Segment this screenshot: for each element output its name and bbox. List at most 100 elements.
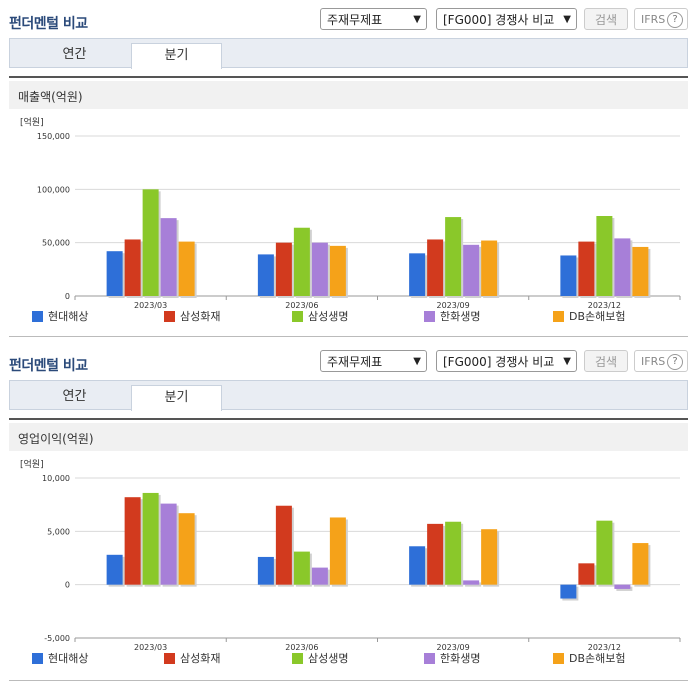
bar bbox=[311, 242, 328, 296]
question-icon: ? bbox=[667, 12, 683, 28]
peer-group-select[interactable]: [FG000] 경쟁사 비교 ▼ bbox=[436, 350, 577, 372]
divider bbox=[9, 76, 688, 78]
metric-header: 영업이익(억원) bbox=[9, 423, 688, 451]
bar bbox=[578, 241, 595, 296]
panel-header: 펀더멘털 비교 주재무제표 ▼ [FG000] 경쟁사 비교 ▼ 검색 IFRS… bbox=[0, 342, 696, 380]
bar bbox=[178, 241, 195, 296]
legend-swatch bbox=[292, 653, 303, 664]
bar bbox=[596, 520, 613, 585]
bar bbox=[596, 216, 613, 296]
chevron-down-icon: ▼ bbox=[563, 356, 571, 367]
bar bbox=[160, 218, 177, 296]
ifrs-help-button[interactable]: IFRS ? bbox=[634, 350, 688, 372]
divider bbox=[9, 418, 688, 420]
bar bbox=[481, 529, 498, 585]
bar bbox=[445, 217, 462, 296]
tab-annual[interactable]: 연간 bbox=[62, 389, 87, 404]
bar bbox=[257, 254, 274, 296]
divider bbox=[9, 336, 688, 337]
statement-select[interactable]: 주재무제표 ▼ bbox=[320, 8, 427, 30]
bar bbox=[257, 556, 274, 585]
legend-label: 현대해상 bbox=[48, 309, 88, 323]
chevron-down-icon: ▼ bbox=[563, 14, 571, 25]
bar bbox=[106, 554, 123, 585]
legend-label: 삼성화재 bbox=[180, 652, 220, 665]
bar bbox=[463, 580, 480, 585]
statement-select-value: 주재무제표 bbox=[327, 355, 383, 369]
bar bbox=[578, 563, 595, 585]
bar bbox=[632, 246, 649, 296]
legend-swatch bbox=[164, 311, 175, 322]
x-tick-label: 2023/06 bbox=[285, 301, 318, 310]
period-tabs: 연간 분기 bbox=[9, 38, 688, 69]
period-tabs: 연간 분기 bbox=[9, 380, 688, 411]
metric-label: 매출액(억원) bbox=[18, 90, 83, 104]
statement-select[interactable]: 주재무제표 ▼ bbox=[320, 350, 427, 372]
x-tick-label: 2023/09 bbox=[437, 301, 470, 310]
fundamental-panel-operating-income: 펀더멘털 비교 주재무제표 ▼ [FG000] 경쟁사 비교 ▼ 검색 IFRS… bbox=[0, 342, 696, 684]
search-button[interactable]: 검색 bbox=[584, 350, 628, 372]
bar bbox=[614, 584, 631, 589]
bar bbox=[275, 505, 292, 585]
bar bbox=[409, 253, 426, 296]
metric-label: 영업이익(억원) bbox=[18, 432, 94, 446]
bar bbox=[160, 503, 177, 585]
x-tick-label: 2023/03 bbox=[134, 301, 167, 310]
panel-title: 펀더멘털 비교 bbox=[9, 16, 88, 32]
bar bbox=[329, 517, 346, 585]
legend-swatch bbox=[164, 653, 175, 664]
search-button[interactable]: 검색 bbox=[584, 8, 628, 30]
ifrs-label: IFRS bbox=[641, 355, 666, 368]
bar bbox=[632, 543, 649, 585]
legend-swatch bbox=[553, 653, 564, 664]
divider bbox=[9, 680, 688, 681]
x-tick-label: 2023/12 bbox=[588, 643, 621, 652]
bar bbox=[463, 244, 480, 296]
chevron-down-icon: ▼ bbox=[413, 14, 421, 25]
x-tick-label: 2023/09 bbox=[437, 643, 470, 652]
tab-quarterly[interactable]: 분기 bbox=[131, 385, 222, 411]
legend-label: 삼성생명 bbox=[308, 310, 348, 323]
bar bbox=[178, 513, 195, 585]
bar bbox=[560, 584, 577, 599]
bar bbox=[275, 242, 292, 296]
bar bbox=[427, 523, 444, 585]
legend-label: 삼성화재 bbox=[180, 310, 220, 323]
bar bbox=[293, 551, 310, 585]
chevron-down-icon: ▼ bbox=[413, 356, 421, 367]
bar bbox=[445, 521, 462, 585]
fundamental-panel-revenue: 펀더멘털 비교 주재무제표 ▼ [FG000] 경쟁사 비교 ▼ 검색 IFRS… bbox=[9, 8, 688, 337]
legend-swatch bbox=[424, 311, 435, 322]
legend-label: 현대해상 bbox=[48, 651, 88, 665]
peer-group-select[interactable]: [FG000] 경쟁사 비교 ▼ bbox=[436, 8, 577, 30]
y-tick-label: 0 bbox=[65, 292, 70, 301]
bar bbox=[560, 255, 577, 296]
bar bbox=[124, 497, 141, 585]
bar bbox=[409, 546, 426, 585]
statement-select-value: 주재무제표 bbox=[327, 13, 383, 27]
unit-label: [억원] bbox=[20, 116, 44, 128]
x-tick-label: 2023/03 bbox=[134, 643, 167, 652]
peer-group-select-value: [FG000] 경쟁사 비교 bbox=[443, 355, 555, 369]
legend-swatch bbox=[424, 653, 435, 664]
y-tick-label: 50,000 bbox=[42, 239, 70, 248]
y-tick-label: 10,000 bbox=[42, 474, 70, 483]
tab-annual[interactable]: 연간 bbox=[62, 47, 87, 62]
unit-label: [억원] bbox=[20, 458, 44, 470]
legend-label: 한화생명 bbox=[440, 652, 480, 665]
bar bbox=[329, 245, 346, 296]
bar bbox=[481, 240, 498, 296]
legend-label: 한화생명 bbox=[440, 310, 480, 323]
x-tick-label: 2023/06 bbox=[285, 643, 318, 652]
bar bbox=[427, 239, 444, 296]
legend-swatch bbox=[32, 311, 43, 322]
y-tick-label: -5,000 bbox=[44, 634, 70, 643]
tab-quarterly[interactable]: 분기 bbox=[131, 43, 222, 69]
bar bbox=[142, 492, 159, 585]
y-tick-label: 150,000 bbox=[37, 132, 70, 141]
bar bbox=[614, 238, 631, 296]
y-tick-label: 0 bbox=[65, 581, 70, 590]
legend-swatch bbox=[553, 311, 564, 322]
ifrs-help-button[interactable]: IFRS ? bbox=[634, 8, 688, 30]
legend-label: DB손해보험 bbox=[569, 309, 626, 323]
